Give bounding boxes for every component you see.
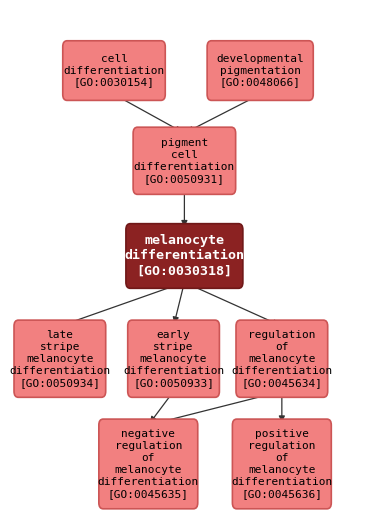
Text: cell
differentiation
[GO:0030154]: cell differentiation [GO:0030154] <box>64 54 165 88</box>
Text: regulation
of
melanocyte
differentiation
[GO:0045634]: regulation of melanocyte differentiation… <box>231 330 332 388</box>
FancyBboxPatch shape <box>133 127 236 194</box>
FancyBboxPatch shape <box>236 320 328 397</box>
FancyBboxPatch shape <box>99 419 198 509</box>
FancyBboxPatch shape <box>128 320 220 397</box>
Text: negative
regulation
of
melanocyte
differentiation
[GO:0045635]: negative regulation of melanocyte differ… <box>98 429 199 499</box>
FancyBboxPatch shape <box>14 320 106 397</box>
Text: pigment
cell
differentiation
[GO:0050931]: pigment cell differentiation [GO:0050931… <box>134 138 235 184</box>
Text: early
stripe
melanocyte
differentiation
[GO:0050933]: early stripe melanocyte differentiation … <box>123 330 224 388</box>
Text: late
stripe
melanocyte
differentiation
[GO:0050934]: late stripe melanocyte differentiation [… <box>9 330 111 388</box>
FancyBboxPatch shape <box>63 41 165 100</box>
FancyBboxPatch shape <box>126 223 243 288</box>
FancyBboxPatch shape <box>207 41 313 100</box>
Text: melanocyte
differentiation
[GO:0030318]: melanocyte differentiation [GO:0030318] <box>124 234 244 278</box>
Text: developmental
pigmentation
[GO:0048066]: developmental pigmentation [GO:0048066] <box>216 54 304 88</box>
FancyBboxPatch shape <box>232 419 331 509</box>
Text: positive
regulation
of
melanocyte
differentiation
[GO:0045636]: positive regulation of melanocyte differ… <box>231 429 332 499</box>
